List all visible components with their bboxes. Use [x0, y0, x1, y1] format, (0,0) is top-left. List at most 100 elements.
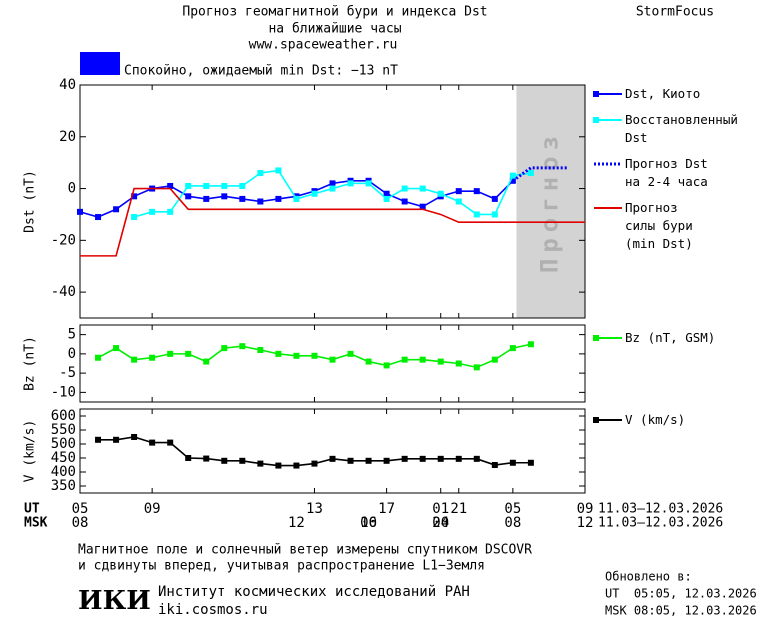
data-point: [131, 356, 138, 363]
y-tick-label: 450: [51, 450, 76, 466]
data-point: [221, 182, 228, 189]
data-point: [437, 358, 444, 365]
data-point: [491, 195, 498, 202]
y-tick-label: 5: [68, 327, 76, 343]
y-axis-label: Dst (nT): [23, 170, 38, 233]
date-range: 11.03–12.03.2026: [598, 502, 723, 517]
forecast-region: [516, 85, 585, 318]
y-tick-label: 550: [51, 422, 76, 438]
data-point: [401, 185, 408, 192]
data-point: [203, 455, 210, 462]
status-text: Спокойно, ожидаемый min Dst: −13 nT: [124, 64, 398, 79]
data-point: [95, 436, 102, 443]
data-point: [509, 345, 516, 352]
legend-marker: [593, 117, 599, 123]
subtitle: на ближайшие часы: [268, 22, 401, 37]
legend-marker: [593, 417, 599, 423]
data-point: [383, 195, 390, 202]
data-point: [203, 358, 210, 365]
data-point: [419, 203, 426, 210]
x-tick-label: 12: [577, 515, 594, 531]
date-range: 11.03–12.03.2026: [598, 516, 723, 531]
y-tick-label: 0: [68, 346, 76, 362]
note: и сдвинуты вперед, учитывая распростране…: [78, 559, 485, 574]
series-line: [80, 187, 585, 257]
data-point: [275, 195, 282, 202]
data-point: [473, 211, 480, 218]
y-tick-label: 350: [51, 478, 76, 494]
data-point: [113, 436, 120, 443]
legend-marker: [593, 335, 599, 341]
y-tick-label: 0: [68, 181, 76, 197]
x-tick-label: 17: [378, 501, 395, 517]
x-tick-label: 01: [432, 501, 449, 517]
data-point: [527, 170, 534, 177]
x-tick-label: 12: [288, 515, 305, 531]
x-tick-label: 09: [144, 501, 161, 517]
y-tick-label: -20: [51, 232, 76, 248]
data-point: [365, 457, 372, 464]
data-point: [455, 188, 462, 195]
data-point: [275, 462, 282, 469]
x-axis-label: UT: [24, 502, 40, 517]
data-point: [347, 457, 354, 464]
series-line: [511, 166, 567, 183]
data-point: [185, 455, 192, 461]
data-point: [419, 356, 426, 363]
site: iki.cosmos.ru: [158, 602, 268, 618]
data-point: [329, 185, 336, 192]
data-point: [473, 455, 480, 462]
data-point: [473, 188, 480, 195]
data-point: [311, 190, 318, 197]
data-point: [455, 198, 462, 205]
data-point: [239, 457, 246, 464]
title: Прогноз геомагнитной бури и индекса Dst: [182, 5, 487, 20]
data-point: [491, 211, 498, 218]
data-point: [491, 356, 498, 363]
data-point: [401, 455, 408, 462]
data-point: [185, 193, 192, 200]
data-point: [383, 190, 390, 197]
data-point: [383, 362, 390, 369]
data-point: [167, 182, 174, 189]
x-tick-label: 05: [72, 501, 89, 517]
x-tick-label: 20: [432, 515, 449, 531]
forecast-label: Прогноз: [536, 130, 564, 273]
x-axis-label: MSK: [24, 516, 48, 531]
y-tick-label: 500: [51, 436, 76, 452]
data-point: [167, 439, 174, 446]
data-point: [239, 343, 246, 350]
data-point: [149, 208, 156, 215]
data-point: [203, 195, 210, 202]
data-point: [149, 439, 156, 446]
data-point: [257, 460, 264, 467]
data-point: [293, 352, 300, 359]
data-point: [293, 195, 300, 202]
data-point: [437, 190, 444, 197]
data-point: [527, 459, 534, 466]
data-point: [131, 193, 138, 200]
brand: StormFocus: [636, 5, 714, 20]
data-point: [347, 350, 354, 357]
y-tick-label: -40: [51, 284, 76, 300]
data-point: [419, 455, 426, 462]
logo: ИКИ: [78, 586, 151, 616]
data-point: [221, 345, 228, 352]
y-tick-label: 600: [51, 408, 76, 424]
x-tick-label: 04: [432, 515, 449, 531]
y-axis-label: Bz (nT): [23, 336, 38, 391]
data-point: [167, 208, 174, 215]
data-point: [473, 364, 480, 371]
y-tick-label: 40: [59, 77, 76, 93]
updated-ut: UT 05:05, 12.03.2026: [605, 587, 757, 601]
data-point: [329, 356, 336, 363]
data-point: [329, 180, 336, 187]
data-point: [329, 455, 336, 462]
note: Магнитное поле и солнечный ветер измерен…: [78, 543, 532, 558]
data-point: [311, 352, 318, 359]
x-tick-label: 13: [306, 501, 323, 517]
data-point: [113, 345, 120, 352]
data-point: [131, 434, 138, 440]
x-tick-label: 05: [504, 501, 521, 517]
